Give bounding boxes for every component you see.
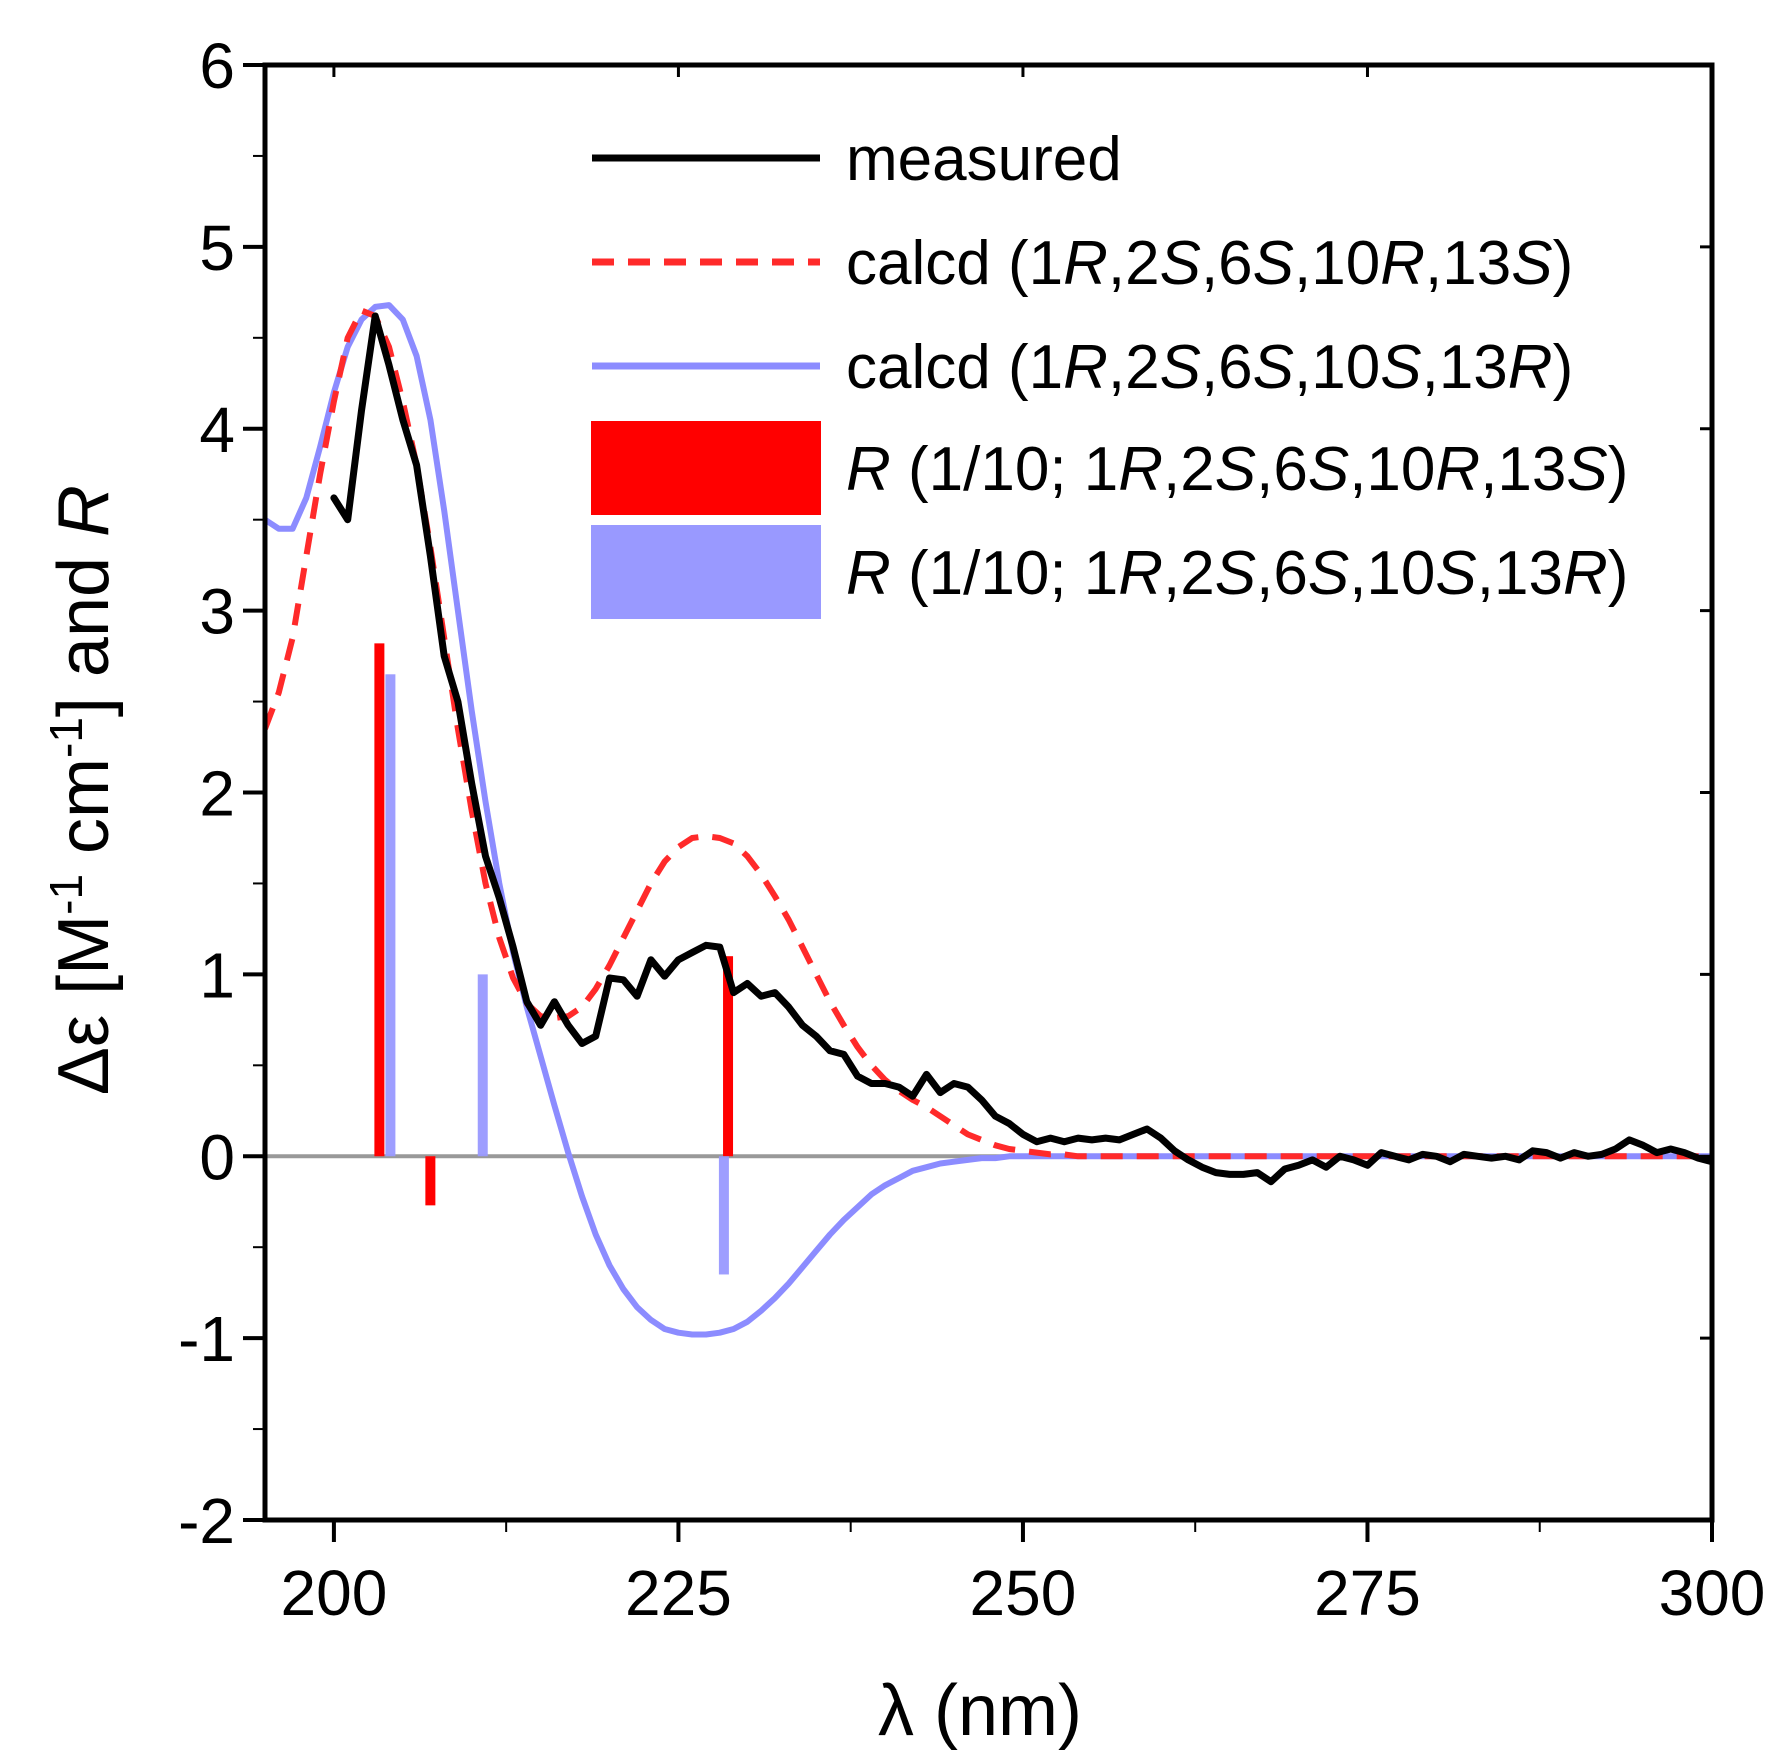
legend-entry-5: R (1/10; 1R,2S,6S,10S,13R) xyxy=(591,525,1628,619)
legend: measured calcd (1R,2S,6S,10R,13S) calcd (1… xyxy=(591,125,1628,619)
y-tick-label: 6 xyxy=(199,30,235,102)
y-tick-label: 0 xyxy=(199,1121,235,1193)
legend-entry-4: R (1/10; 1R,2S,6S,10R,13S) xyxy=(591,421,1628,515)
stick-bar-2-1 xyxy=(385,674,396,1157)
legend-entry-3: calcd (1R,2S,6S,10S,13R) xyxy=(592,333,1573,402)
y-tick-label: 1 xyxy=(199,939,235,1011)
plot-clip-group xyxy=(265,302,1712,1338)
axes: -2 -1 0 1 2 3 4 5 6 200 225 250 275 300 xyxy=(178,30,1765,1629)
plot-area xyxy=(265,302,1712,1338)
x-tick-label: 250 xyxy=(970,1557,1077,1629)
stick-bar-1-2 xyxy=(425,1156,436,1206)
legend-label: calcd (1R,2S,6S,10S,13R) xyxy=(846,333,1573,402)
legend-entry-2: calcd (1R,2S,6S,10R,13S) xyxy=(592,229,1573,298)
x-axis-title: λ (nm) xyxy=(878,1671,1082,1751)
y-tick-label: 4 xyxy=(199,394,235,466)
legend-swatch-box xyxy=(591,525,821,619)
y-tick-label: -1 xyxy=(178,1303,235,1375)
y-tick-label: 3 xyxy=(199,576,235,648)
stick-bar-2-2 xyxy=(477,974,488,1157)
series-line-3 xyxy=(265,302,1712,1338)
x-tick-label: 300 xyxy=(1659,1557,1766,1629)
legend-label: R (1/10; 1R,2S,6S,10R,13S) xyxy=(846,435,1628,504)
stick-bar-1-3 xyxy=(723,956,734,1157)
x-tick-label: 200 xyxy=(281,1557,388,1629)
y-axis-title: Δε [M-1 cm-1] and R xyxy=(40,485,124,1095)
y-tick-label: 2 xyxy=(199,758,235,830)
legend-label: R (1/10; 1R,2S,6S,10S,13R) xyxy=(846,539,1628,608)
series-line-1 xyxy=(330,312,1712,1186)
legend-label: measured xyxy=(846,125,1122,194)
stick-bar-1-1 xyxy=(374,643,385,1157)
stick-bar-2-3 xyxy=(718,1156,729,1275)
legend-label: calcd (1R,2S,6S,10R,13S) xyxy=(846,229,1573,298)
y-tick-label: 5 xyxy=(199,212,235,284)
x-tick-label: 275 xyxy=(1314,1557,1421,1629)
x-tick-label: 225 xyxy=(625,1557,732,1629)
legend-entry-1: measured xyxy=(592,125,1122,194)
legend-swatch-box xyxy=(591,421,821,515)
y-tick-label: -2 xyxy=(178,1485,235,1557)
